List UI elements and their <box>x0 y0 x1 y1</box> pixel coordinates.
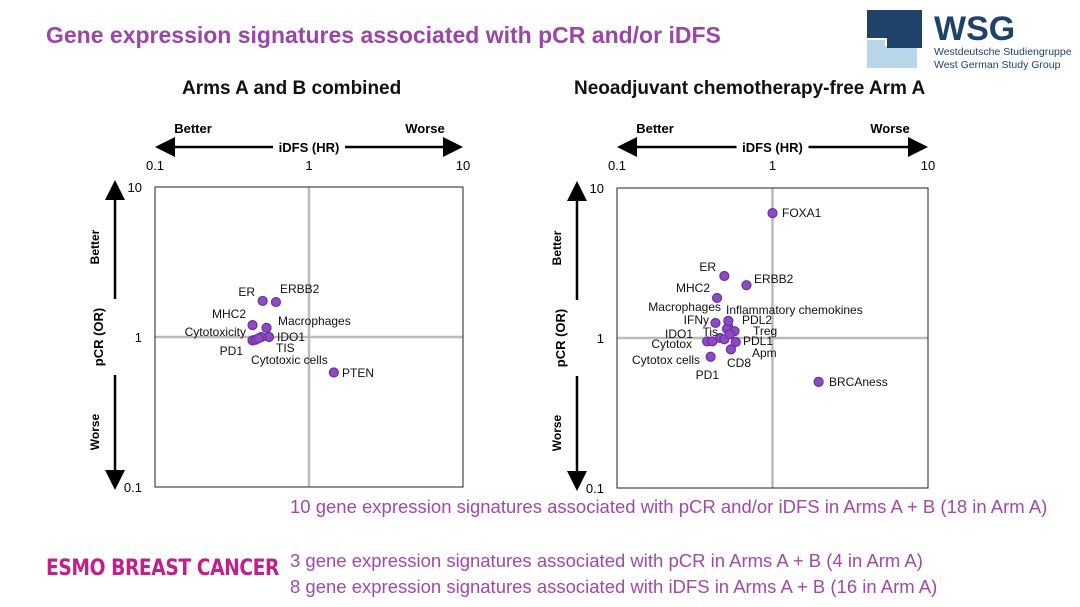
svg-text:WSG: WSG <box>934 10 1015 48</box>
y-better-label: Better <box>88 229 102 264</box>
point-label: Tis <box>702 325 718 339</box>
data-point <box>270 296 282 308</box>
point-label: Apm <box>752 346 777 360</box>
point-label: Treg <box>753 324 777 338</box>
chart-title-left: Arms A and B combined <box>182 78 402 99</box>
point-label: MHC2 <box>676 281 710 295</box>
footer-line-3: 8 gene expression signatures associated … <box>290 576 938 597</box>
x-tick-label: 10 <box>456 158 470 173</box>
slide-title: Gene expression signatures associated wi… <box>46 22 721 48</box>
point-label: PDL2 <box>742 313 772 327</box>
y-tick-label: 10 <box>590 181 604 196</box>
x-worse-label: Worse <box>870 121 910 136</box>
point-label: Macrophages <box>278 314 351 328</box>
point-label: PD1 <box>220 344 244 358</box>
point-label: PDL1 <box>743 334 773 348</box>
x-tick-label: 0.1 <box>146 158 164 173</box>
data-point <box>723 315 734 327</box>
y-worse-label: Worse <box>88 413 102 450</box>
data-point <box>705 351 716 362</box>
data-point <box>711 292 723 304</box>
footer-line-1: 10 gene expression signatures associated… <box>290 496 1048 517</box>
x-better-label: Better <box>636 121 674 136</box>
svg-text:Westdeutsche Studiengruppe: Westdeutsche Studiengruppe <box>934 46 1072 58</box>
point-label: IDO1 <box>665 327 693 341</box>
point-label: Macrophages <box>648 300 721 314</box>
data-point <box>725 344 736 355</box>
point-label: BRCAness <box>829 375 888 389</box>
plot-frame <box>154 186 464 488</box>
point-label: Inflammatory chemokines <box>726 303 863 317</box>
point-label: ERBB2 <box>754 272 794 286</box>
data-point <box>813 376 824 387</box>
x-tick-label: 1 <box>305 158 312 173</box>
point-label: ER <box>699 260 716 274</box>
point-label: CD8 <box>727 356 751 370</box>
esmo-brand: ESMO BREAST CANCER <box>46 556 279 581</box>
point-label: MHC2 <box>212 307 246 321</box>
point-label: PD1 <box>696 368 720 382</box>
point-label: ER <box>238 285 255 299</box>
y-better-label: Better <box>550 230 564 265</box>
wsg-logo: WSG Westdeutsche Studiengruppe West Germ… <box>867 10 1072 71</box>
point-label: Cytotoxicity <box>185 325 246 339</box>
x-tick-label: 1 <box>769 158 776 173</box>
point-label: IDO1 <box>277 330 305 344</box>
point-label: Cytotoxic cells <box>251 353 328 367</box>
chart-title-right: Neoadjuvant chemotherapy-free Arm A <box>574 78 926 99</box>
data-point <box>724 329 735 340</box>
x-axis-label: iDFS (HR) <box>279 140 340 155</box>
point-label: FOXA1 <box>782 206 822 220</box>
point-label: IFNy <box>684 313 709 327</box>
x-tick-label: 10 <box>921 158 935 173</box>
point-label: PTEN <box>342 366 374 380</box>
point-label: ERBB2 <box>280 282 320 296</box>
data-point <box>707 336 718 347</box>
plot-frame <box>616 187 929 489</box>
data-point <box>730 336 741 348</box>
y-worse-label: Worse <box>550 414 564 451</box>
x-better-label: Better <box>174 121 212 136</box>
y-axis-label: pCR (OR) <box>553 309 568 368</box>
x-axis-label: iDFS (HR) <box>742 140 803 155</box>
y-tick-label: 1 <box>135 330 142 345</box>
y-tick-label: 0.1 <box>586 481 604 496</box>
data-point <box>710 317 721 329</box>
data-point <box>328 367 339 378</box>
x-worse-label: Worse <box>405 121 445 136</box>
svg-text:West German Study Group: West German Study Group <box>934 59 1061 71</box>
data-point <box>741 280 752 291</box>
data-point <box>247 320 258 331</box>
y-tick-label: 0.1 <box>124 480 142 495</box>
data-point <box>253 333 264 344</box>
data-point <box>257 295 268 307</box>
y-axis-label: pCR (OR) <box>91 308 106 367</box>
point-label: Cytotox <box>651 337 692 351</box>
data-point <box>719 270 730 282</box>
data-point <box>261 322 272 333</box>
footer-line-2: 3 gene expression signatures associated … <box>290 550 923 571</box>
point-label: Cytotox cells <box>632 353 700 367</box>
y-tick-label: 10 <box>128 180 142 195</box>
y-tick-label: 1 <box>597 331 604 346</box>
point-label: TIS <box>276 341 295 355</box>
data-point <box>767 208 778 219</box>
x-tick-label: 0.1 <box>608 158 626 173</box>
